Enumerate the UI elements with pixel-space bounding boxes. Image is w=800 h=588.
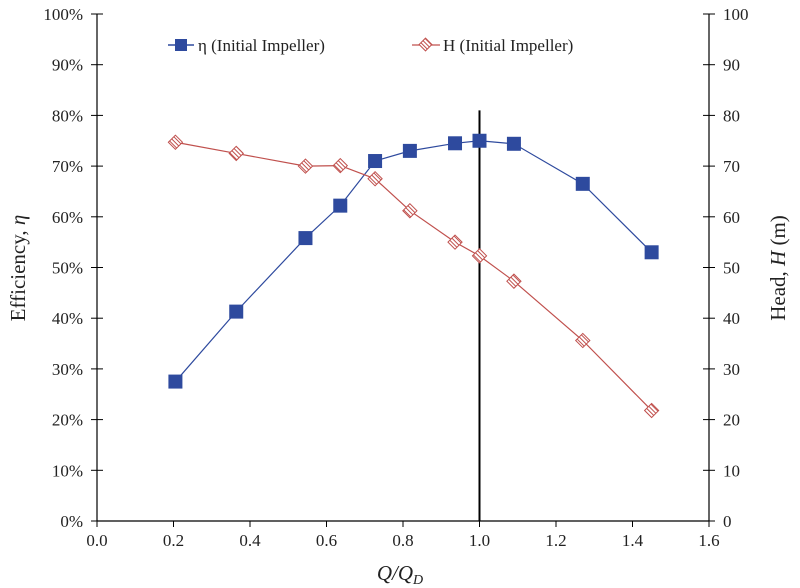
- data-point-square: [472, 133, 487, 148]
- data-point-square: [333, 198, 348, 213]
- data-point-diamond: [643, 402, 660, 419]
- y-right-tick-label: 80: [723, 106, 740, 125]
- data-point-diamond: [332, 157, 349, 174]
- legend-eta-marker: [175, 39, 187, 51]
- data-point-square: [402, 143, 417, 158]
- x-tick-label: 1.6: [698, 531, 719, 550]
- data-point-diamond: [228, 145, 245, 162]
- series-head: [167, 134, 660, 419]
- x-tick-label: 0.6: [316, 531, 337, 550]
- y-right-tick-label: 40: [723, 309, 740, 328]
- y-left-tick-label: 80%: [52, 106, 83, 125]
- x-tick-label: 0.8: [392, 531, 413, 550]
- data-point-square: [506, 136, 521, 151]
- y-left-tick-label: 10%: [52, 461, 83, 480]
- x-axis-label: Q/QD: [377, 561, 423, 588]
- y-right-tick-label: 0: [723, 512, 732, 531]
- y-right-tick-label: 30: [723, 360, 740, 379]
- data-point-diamond: [367, 170, 383, 187]
- legend-head-marker: [418, 37, 433, 52]
- y-axis-left-label: Efficiency, η: [6, 215, 30, 322]
- x-tick-label: 0.2: [163, 531, 184, 550]
- data-point-diamond: [574, 332, 591, 349]
- x-tick-label: 0.4: [239, 531, 261, 550]
- data-point-square: [168, 374, 183, 389]
- y-left-tick-label: 0%: [60, 512, 83, 531]
- x-tick-label: 1.0: [469, 531, 490, 550]
- y-right-tick-label: 20: [723, 411, 740, 430]
- legend-head-label: H (Initial Impeller): [443, 36, 573, 55]
- data-point-square: [448, 136, 463, 151]
- series-efficiency: [168, 133, 659, 389]
- y-right-tick-label: 90: [723, 56, 740, 75]
- y-left-tick-label: 70%: [52, 157, 83, 176]
- y-right-tick-label: 60: [723, 208, 740, 227]
- y-left-tick-label: 100%: [43, 5, 83, 24]
- data-point-diamond: [167, 134, 184, 151]
- legend-eta-label: η (Initial Impeller): [198, 36, 325, 55]
- y-right-tick-label: 100: [723, 5, 749, 24]
- data-point-diamond: [471, 248, 488, 264]
- data-point-square: [368, 154, 383, 169]
- data-point-square: [644, 245, 659, 260]
- y-right-tick-label: 70: [723, 157, 740, 176]
- legend: η (Initial Impeller) H (Initial Impeller…: [168, 36, 573, 55]
- y-right-tick-label: 10: [723, 461, 740, 480]
- data-point-diamond: [506, 273, 522, 289]
- data-point-square: [298, 231, 313, 246]
- y-left-tick-label: 60%: [52, 208, 83, 227]
- data-point-square: [229, 304, 244, 319]
- data-point-square: [575, 176, 590, 191]
- y-right-tick-label: 50: [723, 259, 740, 278]
- axes: 0.0 0.2 0.4 0.6 0.8 1.0 1.2 1.4 1.6 0% 10% 20% 30% 40…: [43, 5, 748, 550]
- x-tick-label: 1.2: [545, 531, 566, 550]
- series-group: [167, 133, 660, 419]
- data-point-diamond: [402, 202, 418, 219]
- x-tick-label: 1.4: [622, 531, 644, 550]
- data-point-diamond: [297, 158, 314, 174]
- y-left-tick-label: 90%: [52, 56, 83, 75]
- data-point-diamond: [447, 234, 463, 250]
- y-left-tick-label: 30%: [52, 360, 83, 379]
- x-tick-label: 0.0: [86, 531, 107, 550]
- y-axis-right-label: Head, H (m): [766, 215, 790, 321]
- y-left-tick-label: 20%: [52, 411, 83, 430]
- y-left-tick-label: 50%: [52, 259, 83, 278]
- y-left-tick-label: 40%: [52, 309, 83, 328]
